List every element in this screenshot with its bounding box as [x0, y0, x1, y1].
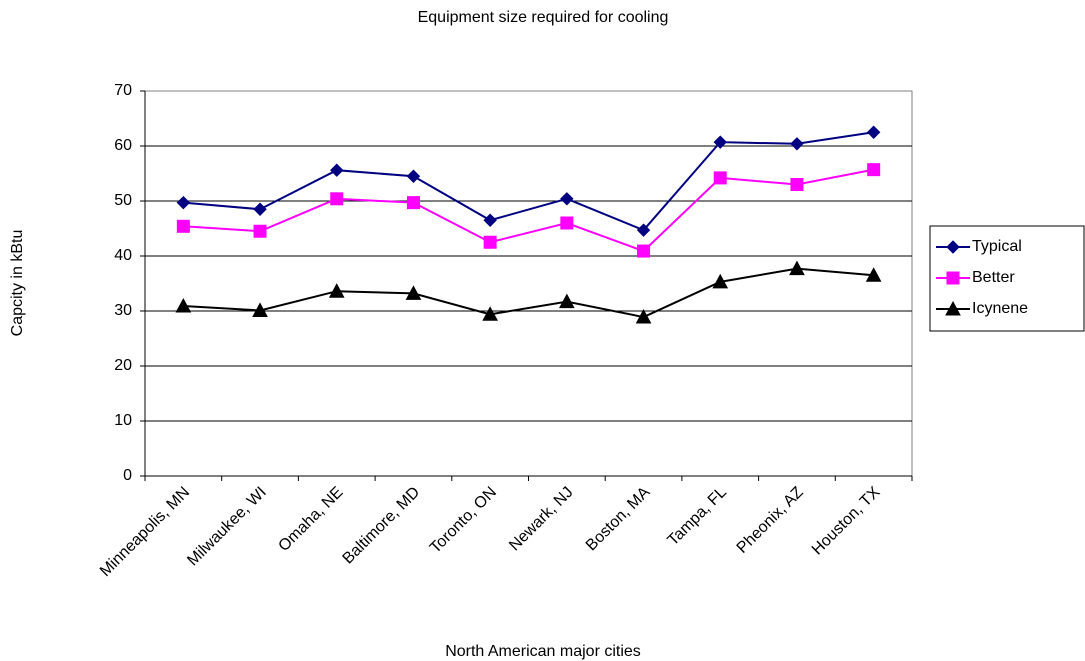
marker: [946, 271, 960, 285]
series-line: [183, 168, 874, 253]
marker: [712, 273, 729, 289]
x-axis-label: North American major cities: [445, 643, 641, 660]
y-tick-label: 0: [123, 467, 132, 484]
x-tick-label: Newark, NJ: [506, 484, 577, 555]
marker: [252, 302, 268, 317]
y-tick-label: 10: [114, 412, 132, 429]
y-tick-label: 20: [114, 357, 132, 374]
marker: [713, 171, 727, 185]
marker: [560, 192, 574, 206]
marker: [176, 195, 191, 210]
legend-label: Icynene: [972, 300, 1028, 317]
marker: [253, 202, 267, 216]
y-tick-label: 30: [114, 302, 132, 319]
x-tick-label: Milwaukee, WI: [184, 484, 270, 570]
marker: [713, 135, 727, 149]
marker: [559, 293, 575, 309]
marker: [560, 216, 574, 230]
marker: [328, 283, 345, 298]
marker: [946, 240, 960, 254]
marker: [790, 137, 804, 151]
marker: [790, 178, 804, 191]
marker: [866, 125, 881, 139]
series-line: [183, 267, 874, 319]
chart-title: Equipment size required for cooling: [418, 9, 669, 26]
y-axis-label: Capcity in kBtu: [9, 230, 26, 337]
marker: [636, 223, 651, 237]
marker: [635, 308, 652, 324]
marker: [945, 300, 961, 316]
marker: [176, 219, 190, 233]
x-tick-label: Boston, MA: [583, 484, 654, 555]
marker: [330, 163, 344, 177]
y-tick-label: 50: [114, 192, 132, 209]
x-tick-label: Houston, TX: [809, 484, 884, 559]
legend-label: Typical: [972, 238, 1022, 255]
series-line: [183, 131, 874, 232]
x-tick-label: Toronto, ON: [427, 484, 500, 557]
x-tick-label: Tampa, FL: [665, 484, 731, 550]
marker: [405, 285, 422, 300]
y-tick-label: 40: [114, 247, 132, 264]
marker: [483, 213, 497, 227]
marker: [637, 244, 651, 258]
marker: [406, 196, 420, 210]
y-tick-label: 60: [114, 137, 132, 154]
marker: [406, 169, 421, 183]
marker: [253, 224, 267, 238]
marker: [867, 163, 881, 177]
x-tick-label: Pheonix, AZ: [734, 484, 807, 557]
x-tick-label: Minneapolis, MN: [97, 484, 193, 580]
y-tick-label: 70: [114, 82, 132, 99]
marker: [483, 235, 497, 249]
marker: [482, 306, 498, 321]
x-tick-label: Omaha, NE: [275, 484, 346, 555]
marker: [330, 192, 344, 206]
x-tick-label: Baltimore, MD: [340, 484, 424, 568]
marker: [789, 260, 805, 276]
marker: [175, 297, 192, 313]
marker: [865, 267, 882, 282]
legend-label: Better: [972, 269, 1015, 286]
